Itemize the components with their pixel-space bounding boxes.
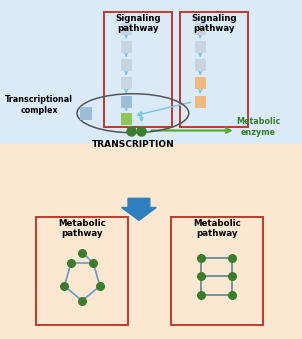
Bar [195,41,206,53]
FancyArrow shape [121,198,156,220]
Bar [0,144,302,339]
Bar [104,12,172,127]
Text: Signaling
pathway: Signaling pathway [115,14,161,33]
Bar [195,96,206,108]
Text: TRANSCRIPTION: TRANSCRIPTION [92,140,174,148]
Text: Metabolic
pathway: Metabolic pathway [193,219,241,238]
Bar [195,77,206,89]
Bar [121,23,132,35]
Text: Metabolic
enzyme: Metabolic enzyme [236,117,280,137]
Bar [180,12,248,127]
Bar [121,59,132,71]
Bar [80,106,92,120]
Bar [171,217,263,325]
Bar [121,96,132,108]
Bar [121,77,132,89]
Text: Signaling
pathway: Signaling pathway [191,14,236,33]
Text: Metabolic
pathway: Metabolic pathway [59,219,106,238]
Bar [195,59,206,71]
Bar [121,41,132,53]
Text: Transcriptional
complex: Transcriptional complex [5,95,73,115]
Bar [36,217,128,325]
Bar [121,113,132,125]
Bar [195,23,206,35]
Bar [0,0,302,144]
